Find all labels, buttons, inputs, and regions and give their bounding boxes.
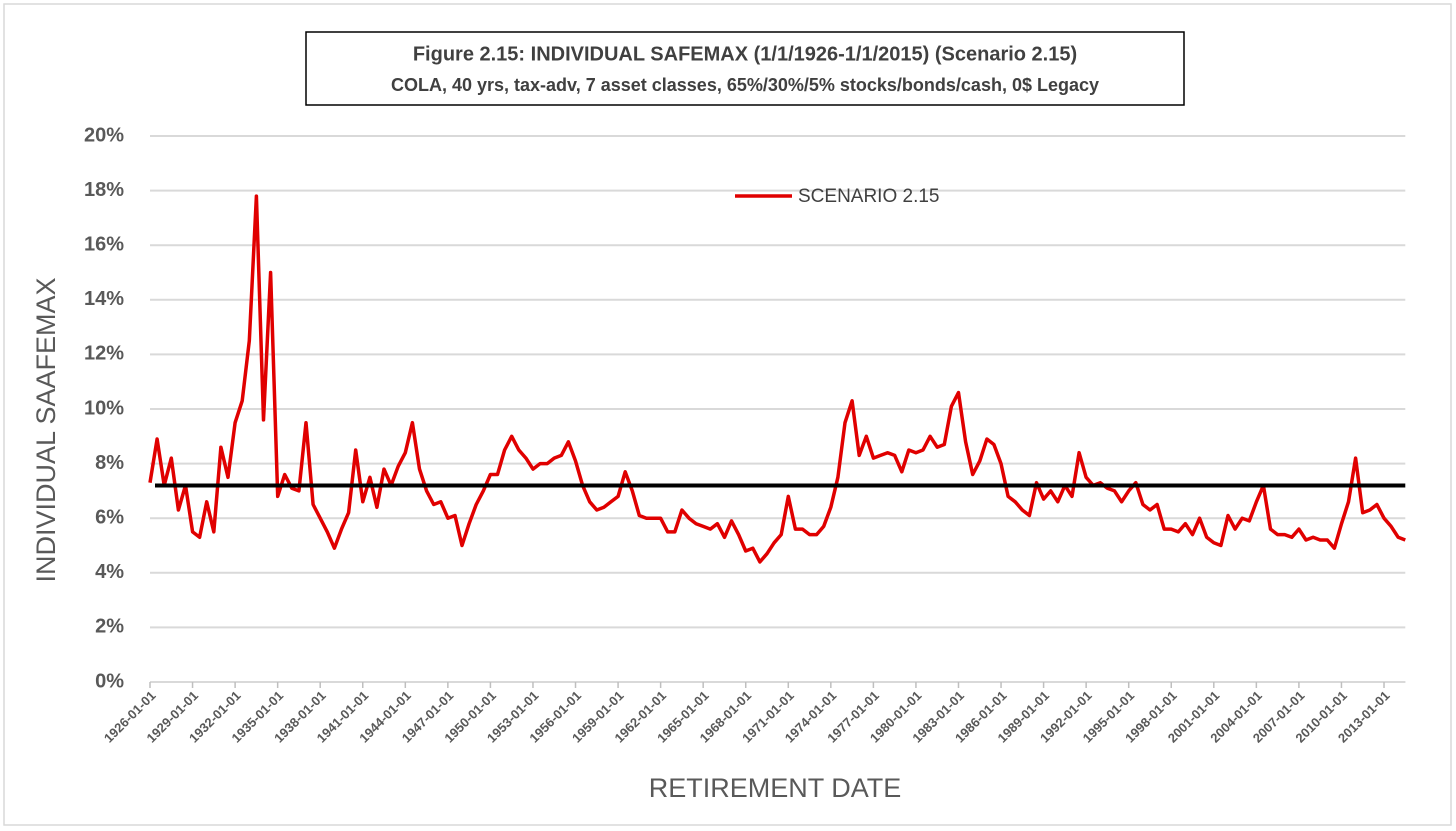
y-tick-label: 4%	[95, 561, 124, 583]
legend-label: SCENARIO 2.15	[798, 186, 940, 207]
y-tick-label: 12%	[84, 343, 124, 365]
y-tick-label: 18%	[84, 179, 124, 201]
chart-subtitle: COLA, 40 yrs, tax-adv, 7 asset classes, …	[391, 75, 1099, 95]
y-tick-label: 16%	[84, 233, 124, 255]
title-box	[305, 31, 1185, 106]
x-axis-label: RETIREMENT DATE	[649, 773, 902, 803]
y-tick-label: 6%	[95, 506, 124, 528]
y-tick-label: 8%	[95, 452, 124, 474]
chart-title: Figure 2.15: INDIVIDUAL SAFEMAX (1/1/192…	[413, 43, 1077, 65]
y-tick-label: 10%	[84, 397, 124, 419]
chart-border	[3, 3, 1452, 826]
y-tick-label: 2%	[95, 616, 124, 638]
y-tick-label: 0%	[95, 670, 124, 692]
y-tick-label: 14%	[84, 288, 124, 310]
y-axis-label: INDIVIDUAL SAAFEMAX	[31, 277, 61, 582]
data-line	[148, 194, 1406, 564]
y-tick-label: 20%	[84, 124, 124, 146]
